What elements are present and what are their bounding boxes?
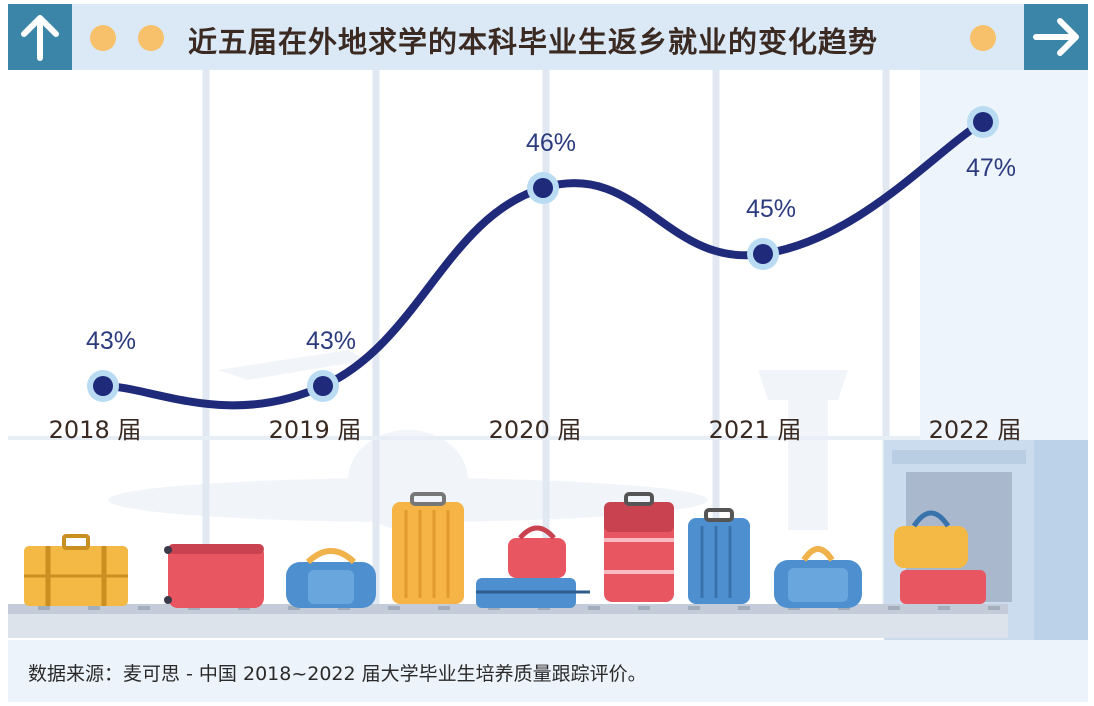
decor-dot (138, 25, 164, 51)
data-label: 46% (526, 129, 576, 157)
category-label: 2022 届 (929, 416, 1022, 444)
category-label: 2018 届 (49, 416, 142, 444)
chart-svg: 43% 2018 届 43% 2019 届 46% 2020 届 45% 2021 届 47% 2… (8, 70, 1088, 640)
header-bar: 近五届在外地求学的本科毕业生返乡就业的变化趋势 (8, 4, 1088, 70)
data-label: 45% (746, 195, 796, 223)
data-point (93, 376, 113, 396)
data-label: 47% (966, 154, 1016, 182)
data-point (533, 178, 553, 198)
arrow-right-icon (1024, 4, 1088, 70)
data-label: 43% (306, 327, 356, 355)
decor-dot (90, 25, 116, 51)
data-point (973, 112, 993, 132)
source-note: 数据来源：麦可思 - 中国 2018~2022 届大学毕业生培养质量跟踪评价。 (28, 663, 647, 685)
chart-title: 近五届在外地求学的本科毕业生返乡就业的变化趋势 (188, 25, 879, 59)
luggage-illustration (8, 492, 1008, 638)
data-label: 43% (86, 327, 136, 355)
decor-dot (970, 25, 996, 51)
category-label: 2021 届 (709, 416, 802, 444)
data-point (313, 376, 333, 396)
category-label: 2019 届 (269, 416, 362, 444)
category-label: 2020 届 (489, 416, 582, 444)
series-layer: 43% 2018 届 43% 2019 届 46% 2020 届 45% 2021 届 47% 2… (49, 106, 1022, 444)
data-point (753, 244, 773, 264)
footer: 数据来源：麦可思 - 中国 2018~2022 届大学毕业生培养质量跟踪评价。 (8, 640, 1088, 702)
chart-area: 43% 2018 届 43% 2019 届 46% 2020 届 45% 2021 届 47% 2… (8, 70, 1088, 640)
arrow-up-icon (8, 4, 72, 70)
